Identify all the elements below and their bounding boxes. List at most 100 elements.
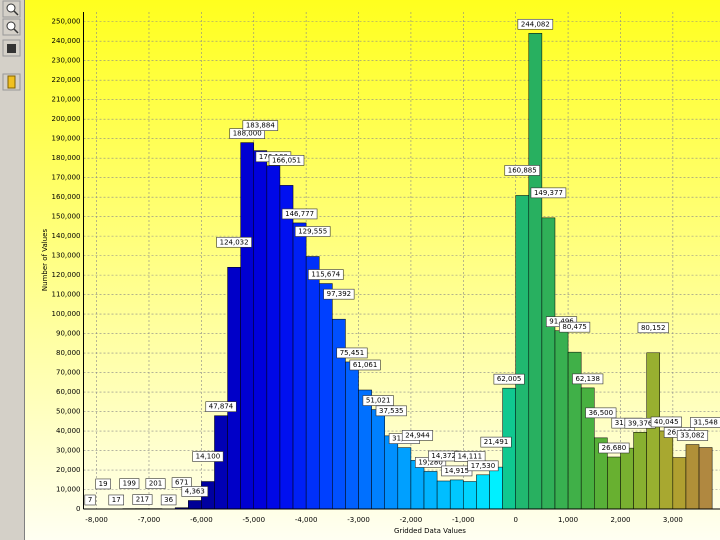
y-tick-label: 210,000 (52, 96, 81, 104)
bar (423, 471, 438, 510)
data-label: 217 (132, 494, 153, 505)
bar (646, 352, 661, 510)
y-tick-label: 170,000 (52, 174, 81, 182)
bar (515, 195, 530, 510)
bar (279, 185, 294, 510)
bar (449, 479, 464, 510)
y-tick-label: 50,000 (56, 408, 81, 416)
help-button[interactable] (2, 73, 21, 91)
y-tick-label: 140,000 (52, 232, 81, 240)
data-label-box (349, 359, 381, 371)
data-label-text: 51,021 (366, 397, 391, 405)
bar (672, 457, 687, 510)
y-tick-label: 80,000 (56, 349, 81, 357)
data-label: 671 (171, 477, 192, 488)
data-label: 51,021 (362, 395, 394, 406)
data-label-text: 160,885 (508, 166, 537, 174)
data-label-text: 33,082 (680, 432, 705, 440)
data-label-text: 62,138 (575, 375, 600, 383)
y-tick-label: 70,000 (56, 369, 81, 377)
data-label: 17 (108, 494, 125, 506)
data-label-text: 17 (112, 496, 121, 504)
y-tick-label: 110,000 (52, 291, 81, 299)
bar (502, 387, 516, 510)
save-button[interactable] (2, 39, 21, 57)
y-tick-label: 160,000 (52, 193, 81, 201)
data-label: 97,392 (323, 288, 355, 300)
bar (358, 389, 372, 510)
bar (607, 456, 621, 510)
y-tick-label: 100,000 (52, 310, 81, 318)
data-label-text: 244,082 (521, 20, 550, 28)
y-tick-label: 90,000 (56, 330, 81, 338)
data-label-text: 80,475 (562, 323, 587, 331)
data-label: 33,082 (676, 430, 709, 441)
data-label-box (336, 347, 368, 359)
bar (188, 500, 202, 510)
y-tick-label: 150,000 (52, 213, 81, 221)
data-label-text: 80,152 (641, 324, 666, 332)
zoom-out-button[interactable] (2, 18, 21, 36)
bar (292, 222, 307, 510)
data-label-box (192, 451, 224, 462)
data-label-text: 97,392 (327, 290, 352, 298)
data-label-box (119, 478, 140, 489)
data-label: 201 (145, 478, 166, 489)
data-label: 36 (160, 494, 177, 506)
plot: 0 10,000 20,000 30,000 40,000 50,000 60,000 70,… (52, 12, 720, 524)
data-label-text: 146,777 (285, 210, 314, 218)
data-label-box (676, 430, 709, 441)
data-label: 80,475 (559, 321, 591, 333)
data-label-box (517, 18, 554, 30)
y-tick-label: 230,000 (52, 57, 81, 65)
data-label-text: 199 (123, 480, 136, 488)
data-label-text: 166,051 (272, 156, 301, 164)
bar (659, 430, 674, 510)
data-label-box (108, 494, 125, 506)
data-label-text: 75,451 (340, 349, 365, 357)
y-tick-label: 60,000 (56, 388, 81, 396)
data-label-text: 14,915 (445, 467, 470, 475)
bar (436, 480, 451, 510)
data-label: 124,032 (216, 236, 252, 248)
x-tick-label: -1,000 (452, 516, 475, 524)
data-label-text: 37,535 (379, 407, 404, 415)
bar (371, 409, 385, 510)
bar (541, 217, 556, 510)
x-axis-label: Gridded Data Values (394, 527, 466, 535)
data-label: 7 (84, 494, 96, 506)
data-label-box (598, 442, 630, 454)
bar (384, 435, 399, 510)
bar (266, 165, 281, 510)
x-tick-label: -7,000 (138, 516, 161, 524)
bar (305, 256, 320, 510)
data-label-box (401, 430, 434, 441)
data-label-text: 201 (149, 480, 162, 488)
data-label-text: 61,061 (353, 361, 378, 369)
zoom-in-button[interactable] (2, 0, 21, 18)
data-label-box (132, 494, 153, 505)
x-tick-label: -3,000 (347, 516, 370, 524)
data-label: 183,884 (242, 120, 279, 131)
data-label-text: 4,363 (185, 487, 205, 495)
data-label-box (242, 120, 279, 131)
data-label-box (690, 417, 720, 428)
data-label-text: 115,674 (311, 271, 340, 279)
data-label-box (467, 460, 499, 472)
data-label: 26,680 (598, 442, 630, 454)
data-label: 244,082 (517, 18, 554, 30)
data-label-text: 188,000 (233, 130, 262, 138)
data-label: 62,138 (572, 373, 604, 385)
data-label-box (375, 405, 407, 417)
data-label-box (637, 322, 669, 334)
x-tick-label: -4,000 (295, 516, 318, 524)
data-label-text: 183,884 (246, 122, 275, 130)
x-tick-label: 2,000 (610, 516, 630, 524)
data-label-box (84, 494, 96, 506)
bar (227, 267, 241, 510)
data-label-text: 26,680 (602, 444, 627, 452)
data-label-box (650, 416, 682, 428)
data-label-text: 129,555 (298, 227, 327, 235)
bar (240, 142, 255, 510)
